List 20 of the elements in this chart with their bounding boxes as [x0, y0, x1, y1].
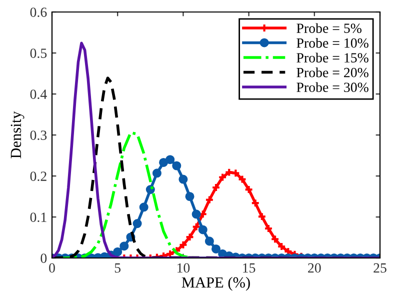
y-tick-label: 0.3	[30, 130, 47, 140]
x-tick-label: 25	[374, 263, 386, 273]
legend-label: Probe = 30%	[296, 82, 368, 92]
y-tick-label: 0.4	[30, 90, 47, 100]
x-tick-label: 10	[177, 263, 190, 273]
y-tick-label: 0.2	[30, 172, 46, 182]
legend-label: Probe = 15%	[296, 52, 368, 63]
legend-label: Probe = 5%	[296, 23, 362, 34]
y-axis-title: Density	[10, 111, 24, 158]
y-tick-label: 0.5	[30, 48, 47, 58]
x-axis-title: MAPE (%)	[182, 276, 250, 291]
legend-label: Probe = 10%	[296, 38, 368, 48]
y-tick-label: 0	[40, 254, 47, 263]
x-tick-label: 20	[308, 263, 321, 273]
x-tick-label: 0	[49, 263, 55, 273]
y-tick-label: 0.1	[30, 212, 46, 222]
x-tick-label: 5	[114, 263, 121, 273]
y-tick-label: 0.6	[30, 8, 47, 18]
x-tick-label: 15	[243, 263, 256, 273]
legend-label: Probe = 20%	[296, 67, 368, 78]
